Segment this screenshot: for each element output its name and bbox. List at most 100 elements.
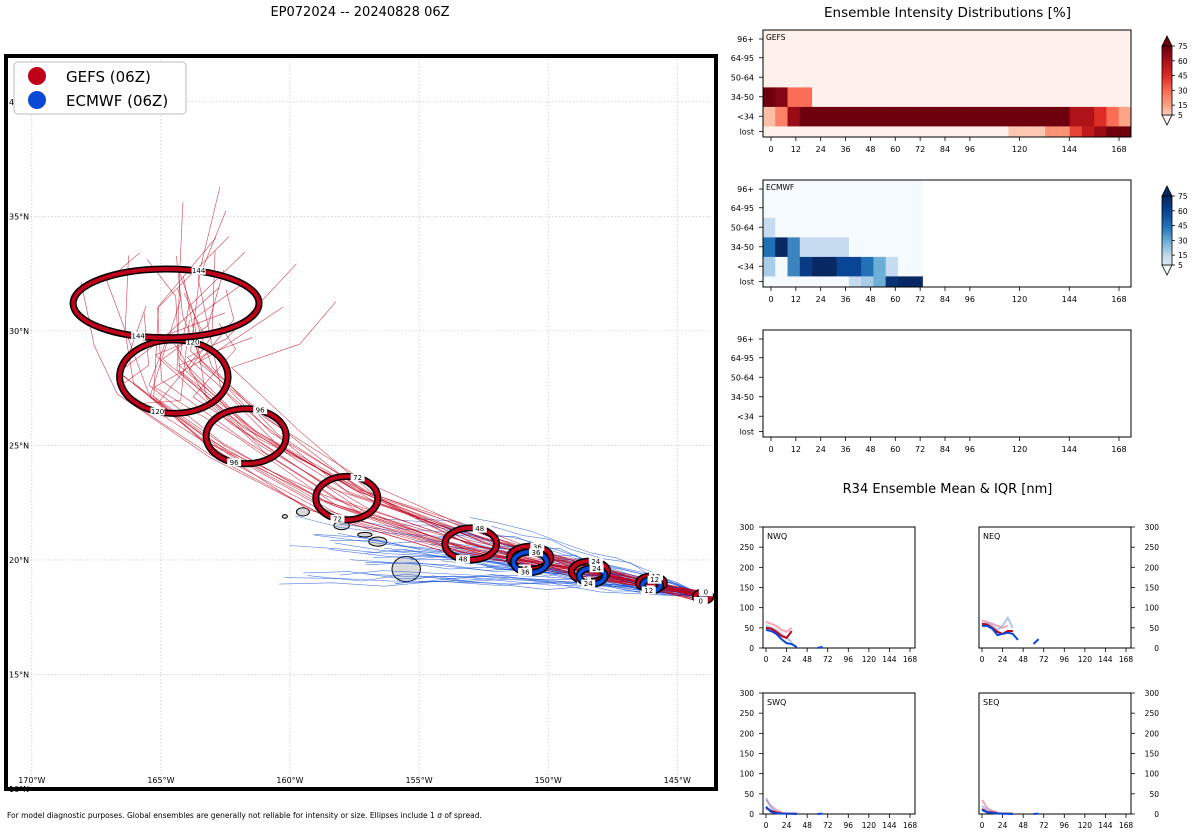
- y-tick-label: 100: [1145, 604, 1160, 613]
- heatmap-cell: [775, 126, 788, 138]
- x-tick-label: 120: [1078, 821, 1093, 830]
- heatmap-cell: [763, 198, 776, 218]
- hour-label: 48: [475, 525, 484, 533]
- hour-label-bg: [131, 332, 146, 341]
- x-tick-label: 72: [1039, 655, 1049, 664]
- heatmap-cell: [996, 126, 1009, 138]
- y-tick-label: 300: [1145, 689, 1160, 698]
- colorbar-segment: [1162, 237, 1172, 240]
- heatmap-cell: [799, 87, 813, 107]
- category-label: <34: [737, 262, 754, 271]
- heatmap-cell: [848, 126, 862, 138]
- colorbar-segment: [1162, 112, 1172, 116]
- hour-label: 48: [459, 556, 468, 564]
- colorbar-segment: [1162, 66, 1172, 70]
- category-label: 34-50: [731, 393, 754, 402]
- heatmap-cell: [885, 30, 899, 49]
- category-label: lost: [740, 278, 754, 287]
- lon-tick-label: 170°W: [18, 776, 45, 785]
- r34-frame: [978, 692, 1132, 815]
- heatmap-cell: [848, 276, 862, 288]
- heatmap-cell: [775, 217, 788, 238]
- category-label: <34: [737, 412, 754, 421]
- hour-label-bg: [581, 579, 596, 588]
- y-tick-label: 300: [1145, 523, 1160, 532]
- y-tick-label: 250: [740, 543, 755, 552]
- heatmap-cell: [861, 30, 874, 49]
- heatmap-cell: [1106, 48, 1120, 68]
- heatmap-cell: [824, 48, 837, 68]
- gefs-track: [158, 276, 706, 592]
- colorbar-tick-label: 30: [1178, 86, 1188, 95]
- heatmap-cell: [934, 126, 948, 138]
- colorbar-segment: [1162, 232, 1172, 236]
- colorbar-segment: [1162, 78, 1172, 81]
- panel-frame: [762, 329, 1132, 438]
- hour-label: 12: [644, 587, 653, 595]
- colorbar-segment: [1162, 230, 1172, 234]
- panel-frame: [762, 179, 1132, 288]
- heatmap-cell: [1081, 67, 1095, 88]
- heatmap-cell: [787, 237, 801, 257]
- heatmap-cell: [971, 30, 985, 49]
- heatmap-cell: [836, 67, 850, 88]
- y-tick-label: 0: [1154, 810, 1159, 819]
- heatmap-cell: [1118, 126, 1132, 138]
- y-tick-label: 150: [1145, 750, 1160, 759]
- hour-tick-label: 0: [768, 295, 773, 304]
- colorbar-segment: [1162, 85, 1172, 88]
- heatmap-cell: [959, 48, 972, 68]
- heatmap-cell: [873, 106, 887, 127]
- hour-label-bg: [150, 407, 165, 416]
- y-tick-label: 150: [740, 584, 755, 593]
- gefs-track: [157, 236, 710, 594]
- heatmap-cell: [922, 126, 936, 138]
- heatmap-cell: [861, 48, 874, 68]
- hour-tick-label: 36: [840, 445, 850, 454]
- hour-label: 96: [230, 459, 239, 467]
- heatmap-cell: [775, 237, 788, 257]
- y-tick-label: 50: [1149, 790, 1159, 799]
- heatmap-cell: [922, 48, 936, 68]
- heatmap-cell: [897, 87, 911, 107]
- heatmap-cell: [861, 276, 874, 288]
- heatmap-cell: [799, 48, 813, 68]
- hour-label-bg: [693, 596, 708, 605]
- colorbar-segment: [1162, 46, 1172, 49]
- hour-label-bg: [641, 586, 656, 595]
- intensity-title: Ensemble Intensity Distributions [%]: [824, 5, 1071, 21]
- hour-tick-label: 36: [840, 295, 850, 304]
- heatmap-cell: [873, 217, 887, 238]
- hour-label-bg: [472, 524, 487, 533]
- heatmap-cell: [824, 276, 837, 288]
- heatmap-cell: [996, 30, 1009, 49]
- colorbar-segment: [1162, 200, 1172, 204]
- colorbar-segment: [1162, 50, 1172, 54]
- colorbar-min-arrow: [1161, 264, 1173, 276]
- ecmwf-late-segment: [1032, 638, 1040, 645]
- heatmap-cell: [836, 48, 850, 68]
- colorbar-segment: [1162, 89, 1172, 93]
- heatmap-cell: [824, 180, 837, 199]
- heatmap-cell: [910, 180, 923, 199]
- r34-panel-nwq: NWQ 0 50 100 150 200 250 300 0 24 48 72 96 120 144 168: [740, 523, 918, 664]
- colorbar-max-arrow: [1161, 35, 1173, 47]
- heatmap-cell: [1118, 67, 1132, 88]
- heatmap-cell: [971, 126, 985, 138]
- gefs-ellipse: [442, 525, 499, 562]
- heatmap-cell: [1008, 48, 1021, 68]
- heatmap-cell: [763, 30, 776, 49]
- heatmap-cell: [897, 198, 911, 218]
- gefs-track: [153, 237, 704, 596]
- colorbar-segment: [1162, 248, 1172, 252]
- heatmap-cell: [861, 87, 874, 107]
- legend-label: ECMWF (06Z): [66, 92, 168, 110]
- hour-tick-label: 84: [940, 295, 950, 304]
- heatmap-cell: [885, 106, 899, 127]
- legend-box: [13, 61, 187, 115]
- heatmap-cell: [885, 126, 899, 138]
- gefs-track: [176, 202, 702, 597]
- heatmap-cell: [922, 87, 936, 107]
- x-tick-label: 120: [862, 655, 877, 664]
